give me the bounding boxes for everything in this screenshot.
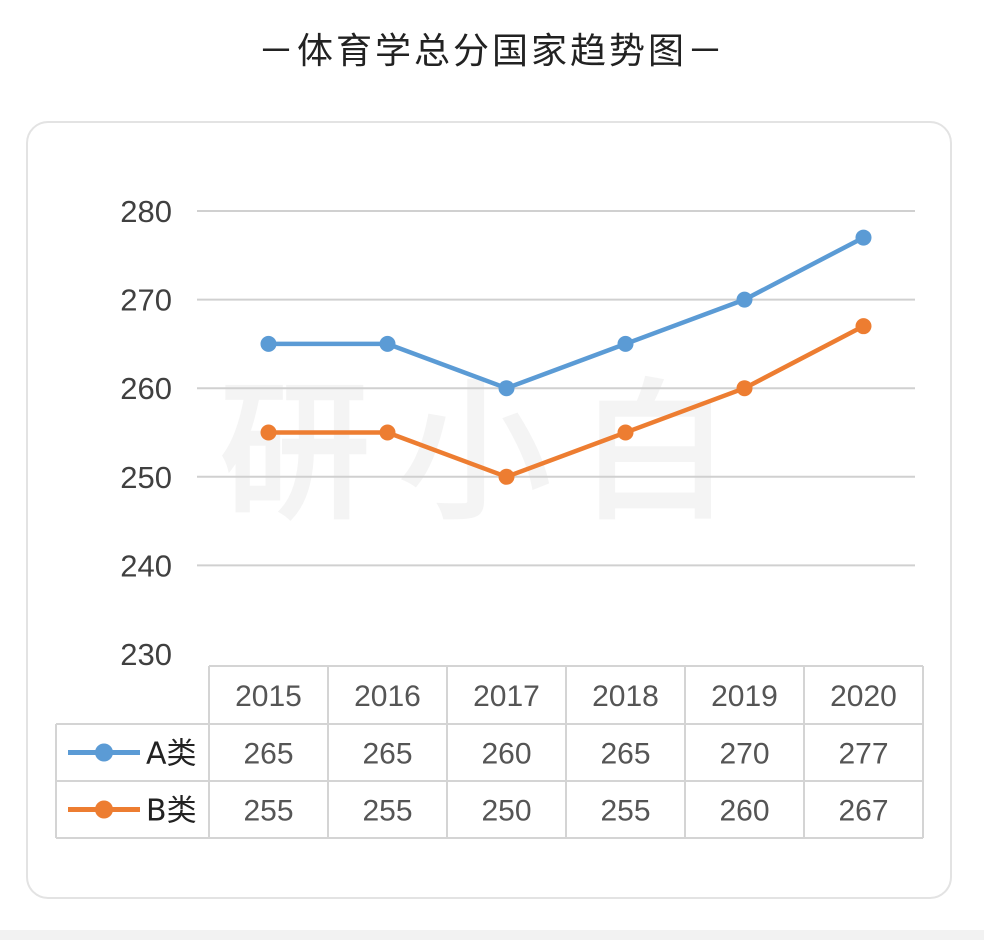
- data-point-s1-2016: [379, 335, 396, 352]
- y-tick-label-250: 250: [120, 460, 172, 495]
- data-label-s2-2017: 250: [481, 795, 531, 828]
- data-label-s1-2017: 260: [481, 738, 531, 771]
- x-tick-label-2019: 2019: [711, 680, 778, 713]
- chart-title: －体育学总分国家趋势图－: [257, 31, 726, 72]
- grid-lines: [197, 210, 915, 567]
- x-tick-label-2018: 2018: [592, 680, 659, 713]
- x-tick-label-2015: 2015: [235, 680, 302, 713]
- data-label-s1-2020: 277: [838, 738, 888, 771]
- data-point-s2-2015: [260, 424, 277, 441]
- legend-key-marker-1: [95, 743, 113, 762]
- series-line-2: [268, 324, 865, 480]
- data-label-s2-2015: 255: [243, 795, 293, 828]
- watermark-text: 研小白: [220, 367, 760, 541]
- x-tick-label-2020: 2020: [830, 680, 897, 713]
- data-table: 2015 2016 2017 2018 2019 2020 A类 265 265 260 265 27…: [55, 665, 924, 839]
- chart-card: [26, 121, 952, 899]
- y-tick-label-280: 280: [120, 194, 172, 229]
- data-label-s2-2020: 267: [838, 795, 888, 828]
- data-point-s2-2017: [498, 468, 515, 485]
- data-point-s2-2020: [855, 318, 872, 335]
- y-tick-label-260: 260: [120, 371, 172, 406]
- data-label-s1-2016: 265: [362, 738, 412, 771]
- legend-key-marker-2: [95, 800, 113, 819]
- y-tick-label-230: 230: [120, 637, 172, 672]
- data-point-s2-2018: [617, 424, 634, 441]
- data-label-s2-2016: 255: [362, 795, 412, 828]
- data-point-s2-2016: [379, 424, 396, 441]
- data-point-s1-2020: [855, 229, 872, 246]
- y-tick-label-240: 240: [120, 548, 172, 583]
- data-label-s2-2018: 255: [600, 795, 650, 828]
- data-label-s2-2019: 260: [719, 795, 769, 828]
- legend-label-1: A类: [146, 737, 197, 772]
- y-axis-ticks: 230 240 250 260 270 280: [120, 194, 172, 672]
- data-point-s1-2015: [260, 335, 277, 352]
- legend-label-2: B类: [146, 794, 197, 829]
- x-tick-label-2017: 2017: [473, 680, 540, 713]
- data-label-s1-2018: 265: [600, 738, 650, 771]
- series-line-1: [268, 235, 865, 391]
- data-point-s1-2019: [736, 291, 753, 308]
- data-point-s1-2018: [617, 335, 634, 352]
- data-label-s1-2019: 270: [719, 738, 769, 771]
- x-tick-label-2016: 2016: [354, 680, 421, 713]
- watermark: 研小白: [220, 367, 760, 541]
- data-point-s1-2017: [498, 380, 515, 397]
- data-point-s2-2019: [736, 380, 753, 397]
- y-tick-label-270: 270: [120, 283, 172, 318]
- bottom-divider: [0, 930, 984, 940]
- data-label-s1-2015: 265: [243, 738, 293, 771]
- series-lines: [260, 229, 872, 485]
